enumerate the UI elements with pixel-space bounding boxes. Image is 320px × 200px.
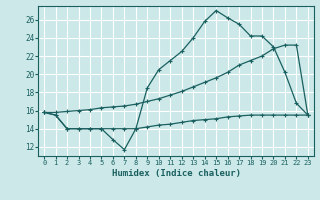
X-axis label: Humidex (Indice chaleur): Humidex (Indice chaleur) bbox=[111, 169, 241, 178]
